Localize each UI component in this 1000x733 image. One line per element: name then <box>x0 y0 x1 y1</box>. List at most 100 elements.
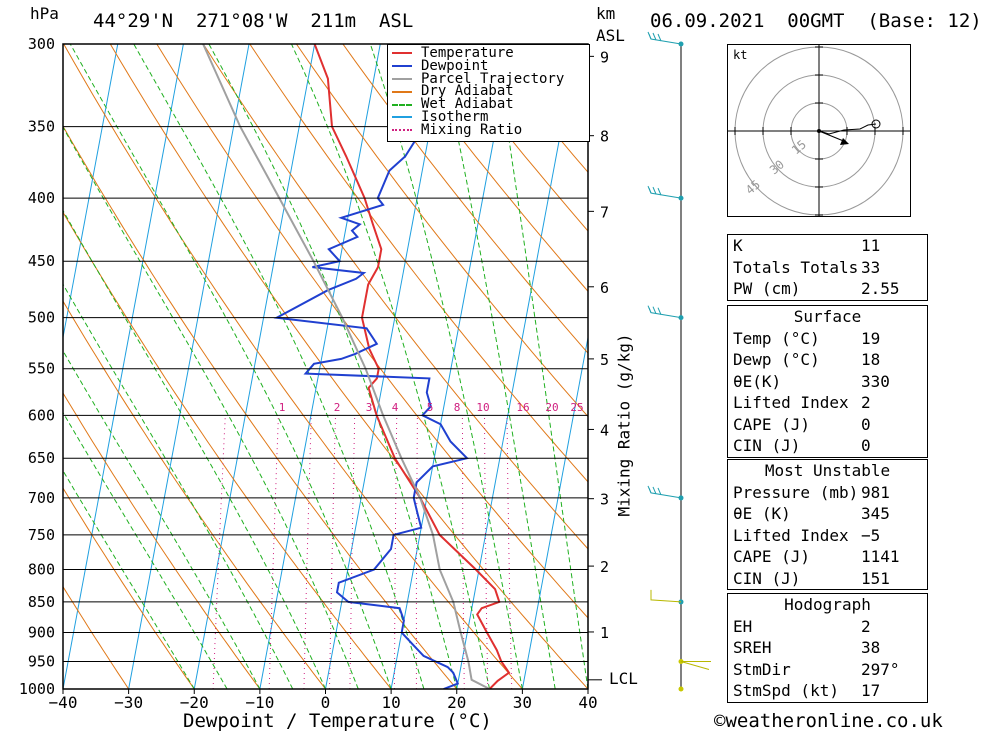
legend-label: Dewpoint <box>421 57 489 74</box>
pressure-label: 800 <box>28 560 55 578</box>
hodograph-plot: kt 15 30 45 <box>728 45 910 216</box>
isotherm <box>63 44 184 689</box>
index-value: 2 <box>861 616 871 636</box>
index-value: 0 <box>861 436 871 455</box>
mixing-ratio-label: 25 <box>570 401 583 414</box>
index-value: 345 <box>861 504 890 523</box>
pressure-label: 1000 <box>19 680 55 698</box>
wind-barb-flag <box>657 487 662 496</box>
pressure-label: 350 <box>28 118 55 136</box>
index-label: StmDir <box>733 659 791 679</box>
index-row: EH 2 <box>728 616 927 638</box>
legend-swatch <box>392 90 412 93</box>
index-row: θE(K) 330 <box>728 371 927 393</box>
wind-barb-flag <box>652 186 657 195</box>
dry-adiabat <box>435 44 588 232</box>
pressure-label: 850 <box>28 593 55 611</box>
index-row: CAPE (J) 1141 <box>728 546 927 568</box>
km-tick-label: 8 <box>600 128 609 146</box>
index-value: 17 <box>861 681 881 700</box>
index-value: 2.55 <box>861 279 900 298</box>
wind-barb <box>680 661 711 671</box>
wind-barb <box>650 589 682 603</box>
pressure-label: 600 <box>28 406 55 424</box>
isotherm <box>63 44 119 341</box>
parcel-trajectory-line <box>202 44 491 689</box>
wind-barb-flag <box>647 31 652 40</box>
x-tick-label: 30 <box>513 693 532 712</box>
km-tick-label: 1 <box>600 624 609 642</box>
wind-barb-flag <box>657 307 662 315</box>
legend-swatch <box>392 103 412 106</box>
mixing-ratio-label: 20 <box>545 401 558 414</box>
mixing-ratio-line <box>212 415 226 689</box>
most-unstable-title: Most Unstable <box>764 461 891 480</box>
index-row: θE (K) 345 <box>728 503 927 525</box>
legend-swatch <box>392 77 412 80</box>
dry-adiabat <box>342 44 588 354</box>
km-label: km <box>596 4 616 23</box>
legend-swatch <box>392 52 412 55</box>
legend-item: Isotherm <box>388 110 589 124</box>
copyright: ©weatheronline.co.uk <box>714 710 943 732</box>
hodo-ring-45: 45 <box>743 177 763 197</box>
legend-label: Wet Adiabat <box>421 96 514 113</box>
indices-panel: K 11 Totals Totals 33 PW (cm) 2.55 <box>727 234 928 301</box>
km-tick-label: 9 <box>600 48 609 66</box>
pressure-label: 750 <box>28 526 55 544</box>
index-label: StmSpd (kt) <box>733 681 839 700</box>
mixing-ratio-line <box>268 415 279 689</box>
isotherm <box>128 44 250 689</box>
index-label: CIN (J) <box>733 568 801 588</box>
isotherm <box>193 44 316 689</box>
index-label: Dewp (°C) <box>733 350 820 369</box>
surface-panel: Surface Temp (°C) 19 Dewp (°C) 18 θE(K) 330 Li… <box>727 305 928 458</box>
x-tick-label: −30 <box>114 693 143 712</box>
date-title: 06.09.2021 00GMT (Base: 12) <box>650 10 982 32</box>
pressure-label: 900 <box>28 624 55 642</box>
index-value: 19 <box>861 328 881 348</box>
surface-title: Surface <box>793 307 862 326</box>
dry-adiabat <box>63 211 392 689</box>
index-row: StmSpd (kt) 17 <box>728 680 927 702</box>
pressure-label: 450 <box>28 252 55 270</box>
legend-label: Parcel Trajectory <box>421 70 565 87</box>
index-row: K 11 <box>728 235 927 257</box>
x-tick-label: 0 <box>321 693 331 712</box>
pressure-label: 550 <box>28 360 55 378</box>
index-label: PW (cm) <box>733 279 801 298</box>
wind-barb-flag <box>647 485 652 494</box>
x-tick-label: −40 <box>49 693 78 712</box>
asl-label: ASL <box>596 26 625 45</box>
legend-label: Temperature <box>421 45 514 61</box>
index-row: CIN (J) 0 <box>728 435 927 457</box>
index-value: 1141 <box>861 547 900 566</box>
pressure-label: 950 <box>28 653 55 671</box>
hpa-label: hPa <box>30 4 59 23</box>
index-row: SREH 38 <box>728 637 927 659</box>
hodograph-title: Hodograph <box>784 595 871 614</box>
km-tick-label: 7 <box>600 203 609 221</box>
index-label: K <box>733 236 743 255</box>
dry-adiabat <box>295 44 588 418</box>
index-label: Lifted Index <box>733 525 849 545</box>
index-row: CIN (J) 151 <box>728 568 927 590</box>
wet-adiabat <box>133 44 425 689</box>
isotherm <box>456 44 578 689</box>
legend-item: Dewpoint <box>388 57 589 74</box>
km-tick-label: 5 <box>600 351 609 369</box>
index-label: Pressure (mb) <box>733 482 859 502</box>
km-tick-label: 6 <box>600 279 609 297</box>
location-title: 44°29'N 271°08'W 211m ASL <box>93 10 414 32</box>
isotherm <box>390 44 513 689</box>
legend-swatch <box>392 129 412 132</box>
mixing-ratio-label: 1 <box>279 401 286 414</box>
km-tick-label: 2 <box>600 558 609 576</box>
hodo-ring-15: 15 <box>789 137 809 157</box>
wind-barb-flag <box>652 486 657 495</box>
legend-item: Temperature <box>388 45 589 61</box>
wet-adiabat <box>63 126 359 689</box>
hodograph: kt 15 30 45 <box>727 44 911 217</box>
mixing-ratio-label: 3 <box>366 401 373 414</box>
mixing-ratio-line <box>303 415 312 689</box>
